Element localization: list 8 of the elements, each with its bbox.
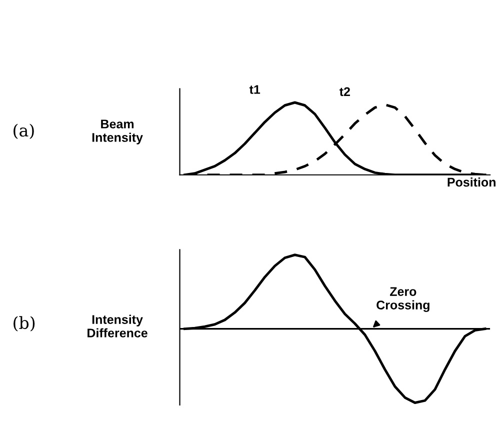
annotation: Zero Crossing (376, 287, 430, 312)
y-axis-title: Beam Intensity (92, 120, 143, 144)
text: (a) (14, 124, 34, 139)
x-axis-title: Position (448, 177, 496, 187)
series-label: t2 (340, 87, 350, 96)
series-label: t1 (249, 85, 260, 94)
text: (b) (14, 316, 35, 332)
y-axis-title: Intensity Difference (88, 314, 148, 338)
